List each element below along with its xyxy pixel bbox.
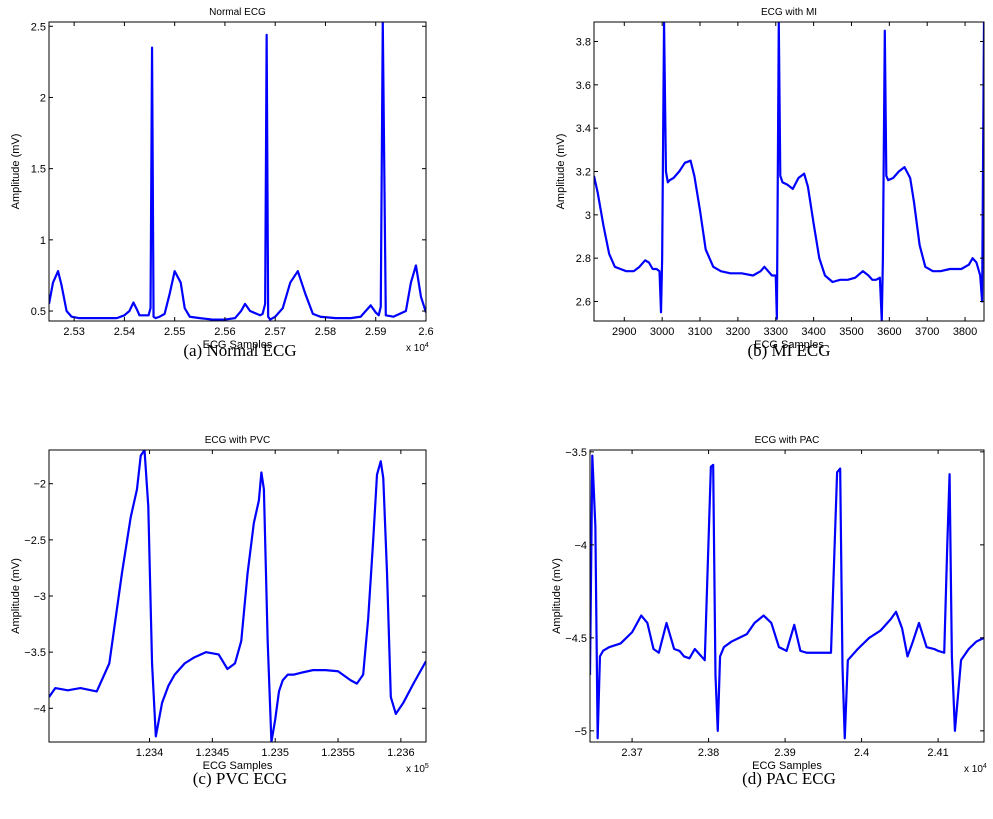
x-tick-label: 3500	[839, 326, 863, 338]
x-tick-label: 2.38	[698, 747, 719, 759]
x-tick-label: 3000	[650, 326, 674, 338]
x-axis-label: ECG Samples	[203, 339, 273, 351]
ecg-signal-line	[590, 454, 984, 740]
y-tick-label: 2	[40, 92, 46, 104]
x-axis-label: ECG Samples	[203, 760, 273, 772]
caption-pvc-ecg: (c) PVC ECG	[192, 769, 288, 788]
x-tick-label: 2.6	[418, 326, 433, 338]
chart-title: ECG with PVC	[205, 435, 271, 446]
y-tick-label: 3	[585, 210, 591, 222]
x-tick-label: 2.56	[214, 326, 235, 338]
x-axis-label: ECG Samples	[752, 760, 822, 772]
x-tick-label: 1.234	[136, 747, 164, 759]
y-tick-label: 2.5	[31, 21, 46, 33]
ecg-signal-line	[49, 22, 426, 321]
x-tick-label: 1.236	[387, 747, 415, 759]
x-tick-label: 2.37	[621, 747, 642, 759]
y-tick-label: 1.5	[31, 164, 46, 176]
x-multiplier-label: x 104	[406, 342, 429, 354]
chart-title: Normal ECG	[209, 7, 266, 18]
x-tick-label: 2.58	[315, 326, 336, 338]
x-tick-label: 1.235	[261, 747, 289, 759]
chart-title: ECG with PAC	[755, 435, 820, 446]
x-tick-label: 3600	[877, 326, 901, 338]
caption-mi-ecg: (b) MI ECG	[747, 341, 831, 360]
y-tick-label: 3.8	[576, 37, 591, 49]
y-tick-label: 0.5	[31, 306, 46, 318]
y-axis-label: Amplitude (mV)	[551, 558, 563, 634]
x-tick-label: 3200	[726, 326, 750, 338]
y-axis-label: Amplitude (mV)	[10, 558, 22, 634]
x-tick-label: 2.39	[774, 747, 795, 759]
y-tick-label: −4	[574, 540, 587, 552]
x-tick-label: 2.57	[264, 326, 285, 338]
y-axis-label: Amplitude (mV)	[10, 134, 22, 210]
x-tick-label: 2.53	[63, 326, 84, 338]
y-tick-label: −3.5	[565, 447, 587, 459]
x-tick-label: 3400	[801, 326, 825, 338]
x-multiplier-label: x 105	[406, 763, 429, 775]
y-axis-label: Amplitude (mV)	[555, 134, 567, 210]
y-tick-label: −3	[33, 591, 46, 603]
y-tick-label: 1	[40, 235, 46, 247]
x-tick-label: 3700	[915, 326, 939, 338]
x-tick-label: 2.59	[365, 326, 386, 338]
x-tick-label: 2900	[612, 326, 636, 338]
x-tick-label: 2.4	[854, 747, 869, 759]
ecg-signal-line	[49, 450, 426, 742]
y-tick-label: −4.5	[565, 633, 587, 645]
caption-pac-ecg: (d) PAC ECG	[742, 769, 836, 788]
x-tick-label: 3800	[953, 326, 977, 338]
x-tick-label: 3300	[764, 326, 788, 338]
plot-frame	[48, 21, 427, 322]
y-tick-label: 3.6	[576, 80, 591, 92]
y-tick-label: 2.6	[576, 297, 591, 309]
x-tick-label: 2.54	[114, 326, 135, 338]
x-axis-label: ECG Samples	[754, 339, 824, 351]
x-tick-label: 2.55	[164, 326, 185, 338]
y-tick-label: 2.8	[576, 253, 591, 265]
y-tick-label: −5	[574, 726, 587, 738]
chart-title: ECG with MI	[761, 7, 817, 18]
y-tick-label: 3.4	[576, 123, 591, 135]
ecg-signal-line	[594, 22, 984, 321]
y-tick-label: −2	[33, 479, 46, 491]
y-tick-label: −3.5	[24, 647, 46, 659]
y-tick-label: 3.2	[576, 167, 591, 179]
y-tick-label: −4	[33, 703, 46, 715]
x-tick-label: 1.2345	[196, 747, 230, 759]
x-multiplier-label: x 104	[964, 763, 987, 775]
x-tick-label: 3100	[688, 326, 712, 338]
caption-normal-ecg: (a) Normal ECG	[183, 341, 297, 360]
x-tick-label: 2.41	[927, 747, 948, 759]
x-tick-label: 1.2355	[321, 747, 355, 759]
y-tick-label: −2.5	[24, 535, 46, 547]
plot-frame	[589, 449, 985, 743]
